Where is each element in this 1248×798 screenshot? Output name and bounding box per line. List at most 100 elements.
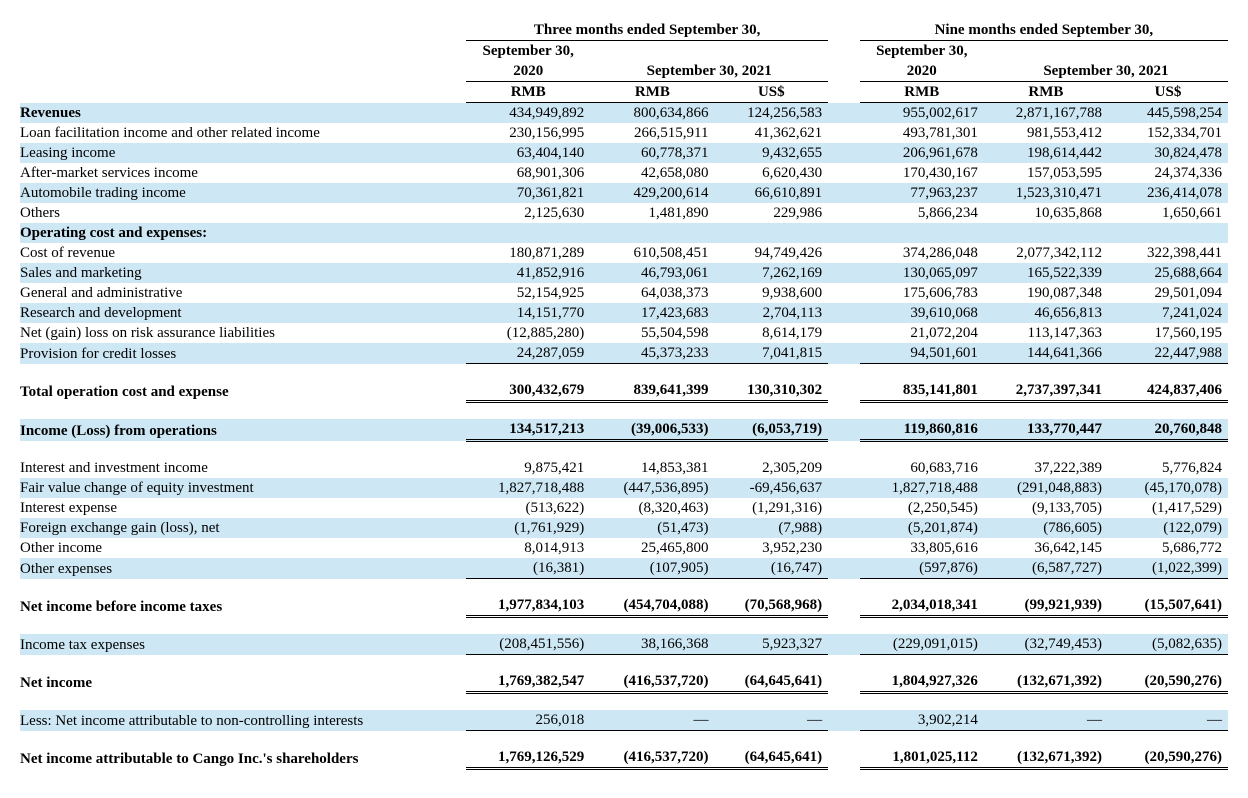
row-loan-facilitation: Loan facilitation income and other relat…	[20, 123, 1228, 143]
cell: (132,671,392)	[984, 671, 1108, 693]
cell: 2,077,342,112	[984, 243, 1108, 263]
cell: 434,949,892	[466, 103, 590, 124]
cell: 800,634,866	[590, 103, 714, 124]
cell: 5,686,772	[1108, 538, 1228, 558]
cell: 60,683,716	[860, 458, 984, 478]
label: Other income	[20, 538, 466, 558]
row-others: Others 2,125,630 1,481,890 229,986 5,866…	[20, 203, 1228, 223]
cell: 5,776,824	[1108, 458, 1228, 478]
cell: 206,961,678	[860, 143, 984, 163]
cell: 29,501,094	[1108, 283, 1228, 303]
cell: 424,837,406	[1108, 380, 1228, 402]
label: Cost of revenue	[20, 243, 466, 263]
row-fair-value: Fair value change of equity investment 1…	[20, 478, 1228, 498]
cell: 38,166,368	[590, 634, 714, 655]
label: Net income attributable to Cango Inc.'s …	[20, 747, 466, 769]
cell: 124,256,583	[714, 103, 828, 124]
cell: 94,501,601	[860, 343, 984, 364]
cell: 36,642,145	[984, 538, 1108, 558]
row-risk-assurance: Net (gain) loss on risk assurance liabil…	[20, 323, 1228, 343]
label: Foreign exchange gain (loss), net	[20, 518, 466, 538]
cell: 46,656,813	[984, 303, 1108, 323]
cell: (7,988)	[714, 518, 828, 538]
cell: 24,287,059	[466, 343, 590, 364]
cell: 66,610,891	[714, 183, 828, 203]
label: Less: Net income attributable to non-con…	[20, 710, 466, 731]
cell: 68,901,306	[466, 163, 590, 183]
label: After-market services income	[20, 163, 466, 183]
cell: 2,737,397,341	[984, 380, 1108, 402]
cell: 7,241,024	[1108, 303, 1228, 323]
cell: —	[590, 710, 714, 731]
cell: (32,749,453)	[984, 634, 1108, 655]
cell: 7,262,169	[714, 263, 828, 283]
cell: (15,507,641)	[1108, 595, 1228, 617]
cell: 119,860,816	[860, 419, 984, 441]
cell: (132,671,392)	[984, 747, 1108, 769]
cell: 17,423,683	[590, 303, 714, 323]
label: Other expenses	[20, 558, 466, 579]
header-3m-2020-l1: September 30,	[466, 41, 590, 62]
cell: (16,747)	[714, 558, 828, 579]
cell: 41,852,916	[466, 263, 590, 283]
cell: 835,141,801	[860, 380, 984, 402]
cell: —	[1108, 710, 1228, 731]
cell: 839,641,399	[590, 380, 714, 402]
row-net-income-attributable: Net income attributable to Cango Inc.'s …	[20, 747, 1228, 769]
cell: (447,536,895)	[590, 478, 714, 498]
cell: 25,688,664	[1108, 263, 1228, 283]
cell: (107,905)	[590, 558, 714, 579]
cell: (64,645,641)	[714, 671, 828, 693]
cell: (20,590,276)	[1108, 671, 1228, 693]
cell: 493,781,301	[860, 123, 984, 143]
cell: 39,610,068	[860, 303, 984, 323]
cell: -69,456,637	[714, 478, 828, 498]
label: Income tax expenses	[20, 634, 466, 655]
header-row-dates-l2: 2020 September 30, 2021 2020 September 3…	[20, 61, 1228, 82]
header-usd-2: US$	[1108, 82, 1228, 103]
row-net-income: Net income 1,769,382,547 (416,537,720) (…	[20, 671, 1228, 693]
cell: 6,620,430	[714, 163, 828, 183]
row-income-ops: Income (Loss) from operations 134,517,21…	[20, 419, 1228, 441]
cell: 55,504,598	[590, 323, 714, 343]
header-rmb-4: RMB	[984, 82, 1108, 103]
cell: (1,022,399)	[1108, 558, 1228, 579]
row-total-opcost: Total operation cost and expense 300,432…	[20, 380, 1228, 402]
cell: 42,658,080	[590, 163, 714, 183]
row-cost-revenue: Cost of revenue 180,871,289 610,508,451 …	[20, 243, 1228, 263]
cell: (5,201,874)	[860, 518, 984, 538]
cell: 157,053,595	[984, 163, 1108, 183]
cell: 230,156,995	[466, 123, 590, 143]
cell: 52,154,925	[466, 283, 590, 303]
row-interest-investment: Interest and investment income 9,875,421…	[20, 458, 1228, 478]
row-aftermarket: After-market services income 68,901,306 …	[20, 163, 1228, 183]
label: Leasing income	[20, 143, 466, 163]
cell: 1,523,310,471	[984, 183, 1108, 203]
cell: 229,986	[714, 203, 828, 223]
cell: 2,125,630	[466, 203, 590, 223]
label: Net income	[20, 671, 466, 693]
cell: 1,650,661	[1108, 203, 1228, 223]
cell: 322,398,441	[1108, 243, 1228, 263]
cell: 1,827,718,488	[860, 478, 984, 498]
cell: 981,553,412	[984, 123, 1108, 143]
header-rmb-1: RMB	[466, 82, 590, 103]
row-net-income-before-tax: Net income before income taxes 1,977,834…	[20, 595, 1228, 617]
row-income-tax: Income tax expenses (208,451,556) 38,166…	[20, 634, 1228, 655]
row-rd: Research and development 14,151,770 17,4…	[20, 303, 1228, 323]
cell: (454,704,088)	[590, 595, 714, 617]
row-interest-expense: Interest expense (513,622) (8,320,463) (…	[20, 498, 1228, 518]
cell: 14,853,381	[590, 458, 714, 478]
row-nci: Less: Net income attributable to non-con…	[20, 710, 1228, 731]
cell: 130,065,097	[860, 263, 984, 283]
cell: 429,200,614	[590, 183, 714, 203]
cell: 374,286,048	[860, 243, 984, 263]
cell: 165,522,339	[984, 263, 1108, 283]
cell: 610,508,451	[590, 243, 714, 263]
cell: 64,038,373	[590, 283, 714, 303]
cell: 1,801,025,112	[860, 747, 984, 769]
label-revenues: Revenues	[20, 103, 466, 124]
cell: 1,769,126,529	[466, 747, 590, 769]
row-sales-marketing: Sales and marketing 41,852,916 46,793,06…	[20, 263, 1228, 283]
row-leasing: Leasing income 63,404,140 60,778,371 9,4…	[20, 143, 1228, 163]
